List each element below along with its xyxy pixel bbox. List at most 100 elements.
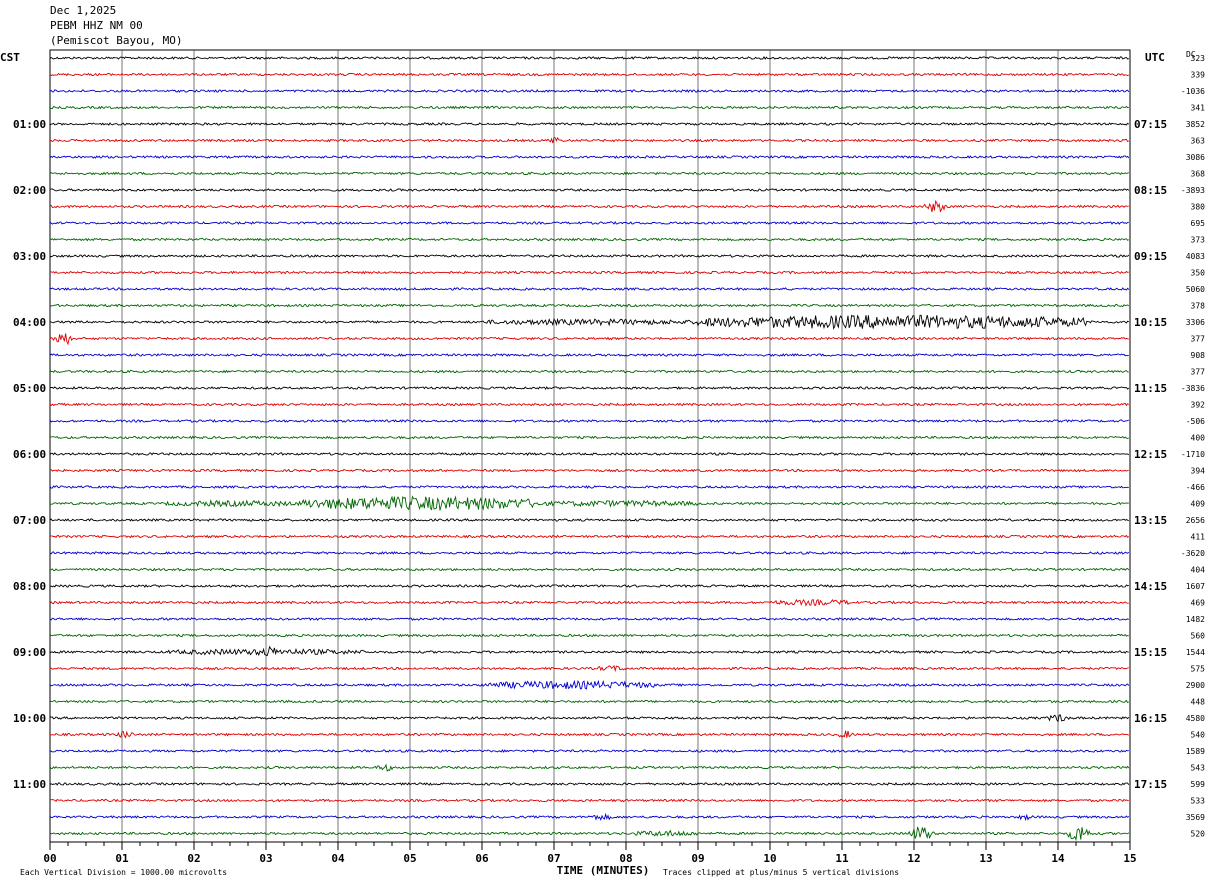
left-hour-label: 07:00 — [13, 514, 46, 527]
dc-offset-label: 1589 — [1186, 747, 1205, 756]
dc-offset-label: 575 — [1191, 665, 1206, 674]
left-hour-label: 09:00 — [13, 646, 46, 659]
trace-row-15 — [49, 303, 1130, 308]
trace-row-32 — [49, 584, 1129, 588]
left-hour-label: 03:00 — [13, 250, 46, 263]
x-tick-label: 06 — [475, 852, 489, 865]
trace-row-30 — [49, 551, 1130, 555]
trace-row-33 — [49, 598, 1129, 607]
x-tick-label: 15 — [1123, 852, 1136, 865]
trace-row-7 — [49, 171, 1130, 176]
dc-offset-label: 341 — [1191, 104, 1206, 113]
right-hour-label: 12:15 — [1134, 448, 1167, 461]
dc-offset-label: 5060 — [1186, 285, 1205, 294]
trace-row-0 — [49, 56, 1129, 60]
dc-offset-label: 540 — [1191, 731, 1206, 740]
time-axis: 00 01 02 03 04 05 06 07 08 09 10 11 12 13 14 15 — [43, 841, 1137, 865]
dc-offset-label: 599 — [1191, 780, 1206, 789]
dc-offset-label: 323 — [1191, 54, 1206, 63]
right-hour-label: 15:15 — [1134, 646, 1167, 659]
left-hour-label: 08:00 — [13, 580, 46, 593]
trace-row-23 — [49, 435, 1129, 440]
trace-row-22 — [49, 418, 1129, 423]
plot-frame — [49, 49, 1131, 843]
left-hour-label: 01:00 — [13, 118, 46, 131]
left-hour-label: 04:00 — [13, 316, 46, 329]
scale-note: Each Vertical Division = 1000.00 microvo… — [20, 868, 227, 877]
dc-offset-label: -1710 — [1181, 450, 1205, 459]
trace-row-45 — [49, 798, 1129, 803]
dc-offset-label: 363 — [1191, 137, 1206, 146]
trace-row-11 — [49, 237, 1130, 242]
trace-row-24 — [49, 452, 1130, 456]
dc-offset-label: 377 — [1191, 368, 1206, 377]
left-hour-label: 06:00 — [13, 448, 46, 461]
dc-offset-label: 1544 — [1186, 648, 1205, 657]
chart-location: (Pemiscot Bayou, MO) — [50, 34, 183, 47]
trace-row-36 — [49, 645, 1129, 657]
left-hour-label: 10:00 — [13, 712, 46, 725]
trace-row-19 — [49, 369, 1129, 374]
right-timezone-label: UTC — [1145, 51, 1165, 64]
trace-row-13 — [49, 270, 1129, 275]
dc-offset-label: 400 — [1191, 434, 1206, 443]
left-timezone-label: CST — [0, 51, 20, 64]
dc-offset-label: 404 — [1191, 566, 1206, 575]
trace-row-2 — [49, 89, 1130, 93]
trace-row-12 — [49, 254, 1130, 258]
x-tick-label: 00 — [43, 852, 56, 865]
trace-row-18 — [49, 353, 1129, 357]
trace-row-8 — [49, 188, 1130, 192]
x-tick-label: 05 — [403, 852, 416, 865]
left-hour-label: 11:00 — [13, 778, 46, 791]
dc-offset-label: 2900 — [1186, 681, 1205, 690]
trace-row-40 — [49, 714, 1130, 723]
trace-row-16 — [49, 314, 1130, 330]
right-hour-label: 09:15 — [1134, 250, 1167, 263]
trace-row-10 — [49, 220, 1129, 225]
trace-row-9 — [49, 199, 1129, 213]
dc-offset-label: 380 — [1191, 203, 1206, 212]
dc-offset-label: -3836 — [1181, 384, 1205, 393]
trace-row-44 — [49, 782, 1130, 786]
dc-offset-label: 560 — [1191, 632, 1206, 641]
dc-offset-label: 695 — [1191, 219, 1206, 228]
left-hour-labels: 01:00 02:00 03:00 04:00 05:00 06:00 07:00 08:00… — [13, 118, 46, 791]
dc-offset-label: 4083 — [1186, 252, 1205, 261]
dc-offset-label: 1607 — [1186, 582, 1205, 591]
trace-row-27 — [49, 495, 1129, 511]
trace-row-17 — [49, 333, 1129, 346]
dc-offset-label: 533 — [1191, 797, 1206, 806]
trace-row-26 — [49, 485, 1129, 490]
x-tick-label: 14 — [1051, 852, 1065, 865]
dc-offset-label: 1482 — [1186, 615, 1205, 624]
trace-row-28 — [49, 518, 1130, 522]
grid-lines — [49, 49, 1131, 843]
x-axis-title: TIME (MINUTES) — [557, 864, 650, 877]
x-tick-label: 02 — [187, 852, 200, 865]
dc-offset-label: 394 — [1191, 467, 1206, 476]
dc-offset-label: 2656 — [1186, 516, 1205, 525]
trace-row-25 — [49, 468, 1129, 473]
x-tick-label: 11 — [835, 852, 849, 865]
dc-offset-label: 3569 — [1186, 813, 1205, 822]
trace-row-3 — [49, 105, 1129, 110]
x-tick-label: 04 — [331, 852, 345, 865]
trace-row-34 — [49, 617, 1129, 622]
right-hour-label: 13:15 — [1134, 514, 1167, 527]
x-tick-label: 03 — [259, 852, 272, 865]
dc-offset-label: -466 — [1186, 483, 1205, 492]
dc-offset-label: 392 — [1191, 401, 1206, 410]
right-hour-label: 16:15 — [1134, 712, 1167, 725]
dc-offset-labels: 323 339 -1036 341 3852 363 3086 368 -3893 380 695 3… — [1181, 54, 1205, 839]
x-tick-label: 10 — [763, 852, 776, 865]
trace-row-37 — [49, 664, 1129, 673]
right-hour-label: 10:15 — [1134, 316, 1167, 329]
dc-offset-label: -3620 — [1181, 549, 1205, 558]
dc-offset-label: 908 — [1191, 351, 1206, 360]
trace-row-39 — [49, 699, 1130, 704]
trace-row-47 — [49, 826, 1130, 842]
chart-date: Dec 1,2025 — [50, 4, 117, 17]
trace-row-21 — [49, 402, 1130, 407]
left-hour-label: 02:00 — [13, 184, 46, 197]
